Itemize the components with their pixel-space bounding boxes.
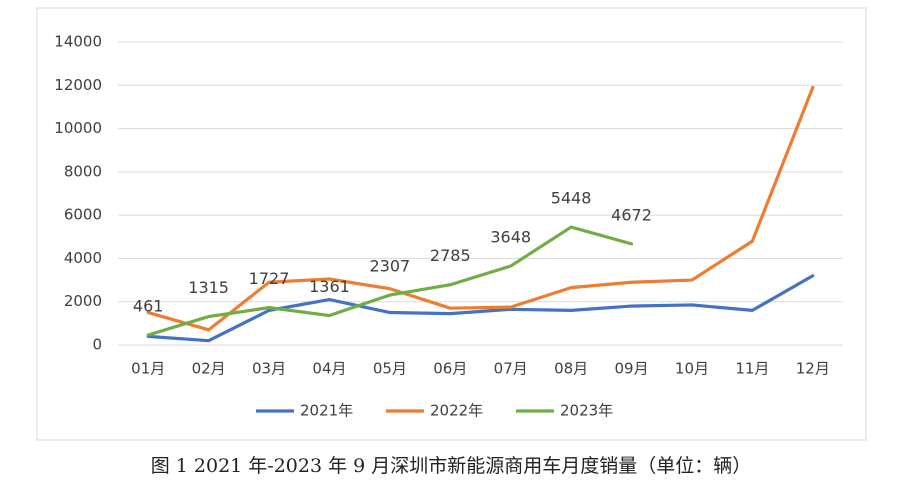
data-label: 5448 — [551, 189, 592, 208]
y-tick-label: 8000 — [64, 162, 102, 180]
y-tick-label: 0 — [92, 336, 102, 354]
series-line — [146, 85, 815, 332]
y-tick-label: 6000 — [64, 206, 102, 224]
data-label: 461 — [133, 297, 164, 316]
series-line — [146, 274, 815, 343]
legend-label: 2023年 — [560, 402, 613, 420]
x-tick-label: 10月 — [675, 360, 709, 378]
y-tick-label: 10000 — [54, 119, 102, 137]
x-tick-label: 05月 — [373, 360, 407, 378]
data-label: 2785 — [430, 246, 471, 265]
legend-label: 2022年 — [430, 402, 483, 420]
chart-frame — [36, 7, 867, 441]
y-tick-label: 4000 — [64, 249, 102, 267]
x-tick-label: 12月 — [796, 360, 830, 378]
x-tick-label: 06月 — [433, 360, 467, 378]
x-tick-label: 03月 — [252, 360, 286, 378]
data-label: 1727 — [249, 269, 290, 288]
y-tick-label: 12000 — [54, 76, 102, 94]
x-tick-label: 11月 — [735, 360, 769, 378]
y-tick-label: 2000 — [64, 292, 102, 310]
legend-label: 2021年 — [300, 402, 353, 420]
data-label: 2307 — [370, 257, 411, 276]
data-label: 3648 — [490, 228, 531, 247]
data-label: 4672 — [611, 205, 652, 224]
x-tick-label: 09月 — [614, 360, 648, 378]
data-label: 1315 — [188, 278, 229, 297]
x-tick-label: 07月 — [494, 360, 528, 378]
y-tick-label: 14000 — [54, 33, 102, 51]
x-tick-label: 04月 — [312, 360, 346, 378]
x-tick-label: 02月 — [192, 360, 226, 378]
data-label: 1361 — [309, 277, 350, 296]
x-tick-label: 08月 — [554, 360, 588, 378]
x-tick-label: 01月 — [131, 360, 165, 378]
series-line — [146, 225, 634, 337]
caption: 图 1 2021 年-2023 年 9 月深圳市新能源商用车月度销量（单位：辆） — [151, 455, 752, 477]
